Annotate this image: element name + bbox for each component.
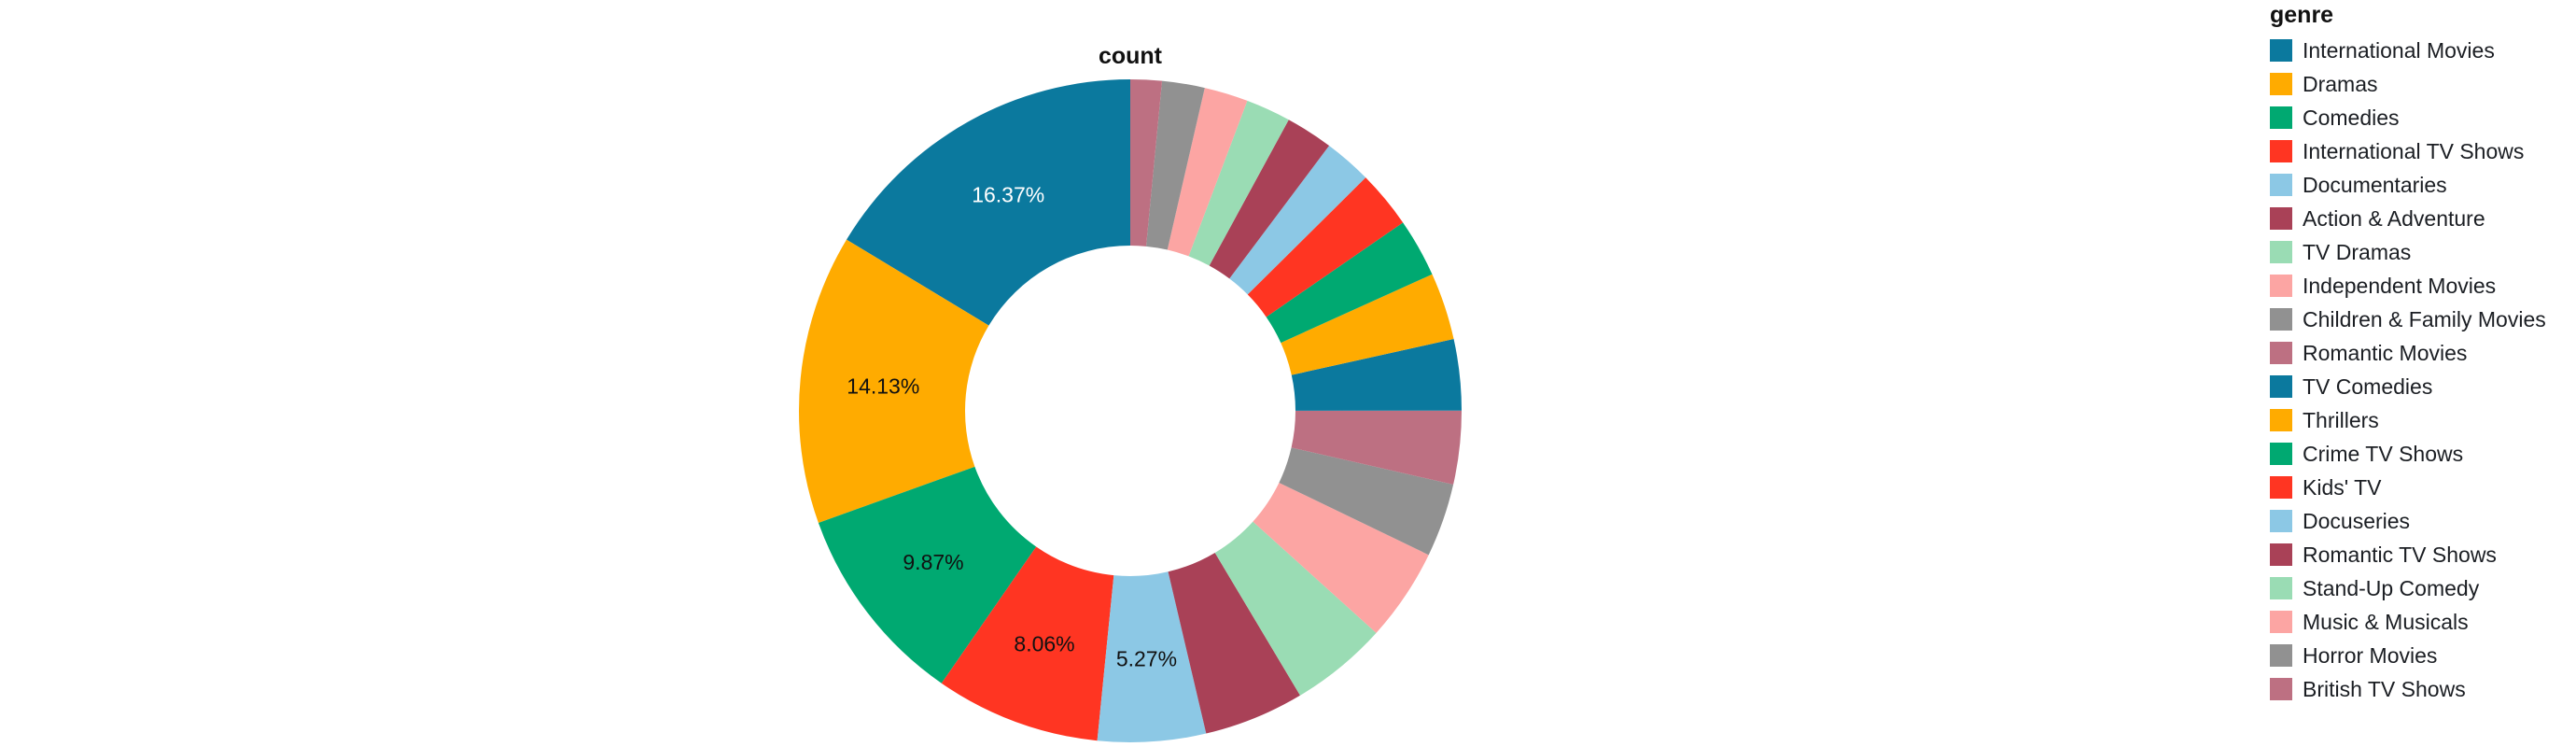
slice-tv-comedies[interactable]: [1291, 339, 1462, 411]
legend-item[interactable]: Music & Musicals: [2270, 611, 2469, 633]
slice-romantic-movies[interactable]: [1291, 410, 1462, 485]
legend-item[interactable]: Dramas: [2270, 73, 2378, 95]
legend-label: International Movies: [2303, 38, 2495, 63]
legend-swatch-icon: [2270, 443, 2292, 465]
slice-percent-label: 9.87%: [903, 550, 963, 574]
slice-docuseries[interactable]: [1229, 146, 1366, 295]
slice-percent-label: 8.06%: [1014, 632, 1074, 656]
legend-item[interactable]: Romantic Movies: [2270, 342, 2467, 364]
slice-kids-tv[interactable]: [1247, 177, 1404, 317]
legend-swatch-icon: [2270, 543, 2292, 566]
slice-percent-label: 5.27%: [1116, 646, 1177, 670]
legend-item[interactable]: Crime TV Shows: [2270, 443, 2463, 465]
slice-thrillers[interactable]: [1281, 274, 1454, 375]
legend-item[interactable]: Children & Family Movies: [2270, 308, 2546, 331]
legend-label: Documentaries: [2303, 173, 2447, 197]
slice-dramas[interactable]: [798, 239, 989, 523]
slice-documentaries[interactable]: [1097, 571, 1207, 742]
slice-labels: 16.37% 14.13% 9.87% 8.06% 5.27%: [847, 182, 1177, 670]
legend-item[interactable]: Horror Movies: [2270, 644, 2437, 667]
legend-swatch-icon: [2270, 308, 2292, 331]
legend-label: Stand-Up Comedy: [2303, 576, 2480, 600]
legend-swatch-icon: [2270, 409, 2292, 431]
legend-item[interactable]: Docuseries: [2270, 510, 2410, 532]
legend-label: British TV Shows: [2303, 677, 2466, 701]
slice-crime-tv-shows[interactable]: [1266, 222, 1433, 344]
slice-stand-up-comedy[interactable]: [1188, 100, 1289, 266]
slice-independent-movies[interactable]: [1253, 482, 1429, 633]
legend-label: Comedies: [2303, 106, 2400, 130]
legend-item[interactable]: Independent Movies: [2270, 275, 2496, 297]
legend-swatch-icon: [2270, 375, 2292, 398]
slice-international-tv-shows[interactable]: [941, 546, 1114, 741]
legend-label: Independent Movies: [2303, 274, 2497, 298]
legend-label: Romantic Movies: [2303, 341, 2468, 365]
legend-label: Romantic TV Shows: [2303, 543, 2497, 567]
slice-horror-movies[interactable]: [1145, 80, 1205, 250]
legend-item[interactable]: Comedies: [2270, 106, 2400, 129]
legend-swatch-icon: [2270, 611, 2292, 633]
legend-label: Children & Family Movies: [2303, 307, 2546, 331]
legend-item[interactable]: TV Dramas: [2270, 241, 2411, 263]
legend-item[interactable]: British TV Shows: [2270, 678, 2466, 700]
slice-percent-label: 16.37%: [972, 182, 1044, 206]
legend-label: TV Dramas: [2303, 240, 2412, 264]
legend-item[interactable]: Thrillers: [2270, 409, 2379, 431]
slice-percent-label: 14.13%: [847, 374, 919, 399]
slice-british-tv-shows[interactable]: [1130, 79, 1163, 247]
legend-label: Kids' TV: [2303, 475, 2382, 500]
legend-swatch-icon: [2270, 275, 2292, 297]
slice-comedies[interactable]: [818, 466, 1037, 684]
legend-label: TV Comedies: [2303, 374, 2433, 399]
slice-international-movies[interactable]: [846, 79, 1130, 326]
legend-swatch-icon: [2270, 140, 2292, 162]
slice-children-family-movies[interactable]: [1279, 447, 1454, 556]
legend-item[interactable]: Stand-Up Comedy: [2270, 577, 2479, 599]
legend-title: genre: [2270, 2, 2334, 28]
legend-label: Music & Musicals: [2303, 610, 2469, 634]
slice-tv-dramas[interactable]: [1214, 521, 1377, 696]
legend-item[interactable]: Action & Adventure: [2270, 207, 2485, 230]
legend-label: Docuseries: [2303, 509, 2411, 533]
legend-swatch-icon: [2270, 207, 2292, 230]
legend-swatch-icon: [2270, 73, 2292, 95]
legend-item[interactable]: International Movies: [2270, 39, 2495, 62]
legend-swatch-icon: [2270, 476, 2292, 499]
legend-item[interactable]: Documentaries: [2270, 174, 2447, 196]
legend-swatch-icon: [2270, 39, 2292, 62]
legend-label: Dramas: [2303, 72, 2378, 96]
slice-action-adventure[interactable]: [1168, 552, 1300, 734]
legend-item[interactable]: International TV Shows: [2270, 140, 2524, 162]
legend-label: Horror Movies: [2303, 643, 2438, 668]
slice-romantic-tv-shows[interactable]: [1209, 120, 1330, 279]
legend-swatch-icon: [2270, 678, 2292, 700]
slice-music-musicals[interactable]: [1167, 88, 1248, 257]
legend-swatch-icon: [2270, 241, 2292, 263]
legend-label: Thrillers: [2303, 408, 2379, 432]
legend-swatch-icon: [2270, 510, 2292, 532]
legend-swatch-icon: [2270, 174, 2292, 196]
legend-label: Crime TV Shows: [2303, 442, 2464, 466]
legend-label: Action & Adventure: [2303, 206, 2485, 231]
legend-swatch-icon: [2270, 644, 2292, 667]
legend-label: International TV Shows: [2303, 139, 2525, 163]
legend-item[interactable]: Romantic TV Shows: [2270, 543, 2497, 566]
legend-swatch-icon: [2270, 342, 2292, 364]
legend-swatch-icon: [2270, 577, 2292, 599]
chart-title: count: [1099, 43, 1163, 69]
legend-item[interactable]: Kids' TV: [2270, 476, 2382, 499]
legend-item[interactable]: TV Comedies: [2270, 375, 2432, 398]
donut-slices: [798, 79, 1462, 742]
legend-swatch-icon: [2270, 106, 2292, 129]
